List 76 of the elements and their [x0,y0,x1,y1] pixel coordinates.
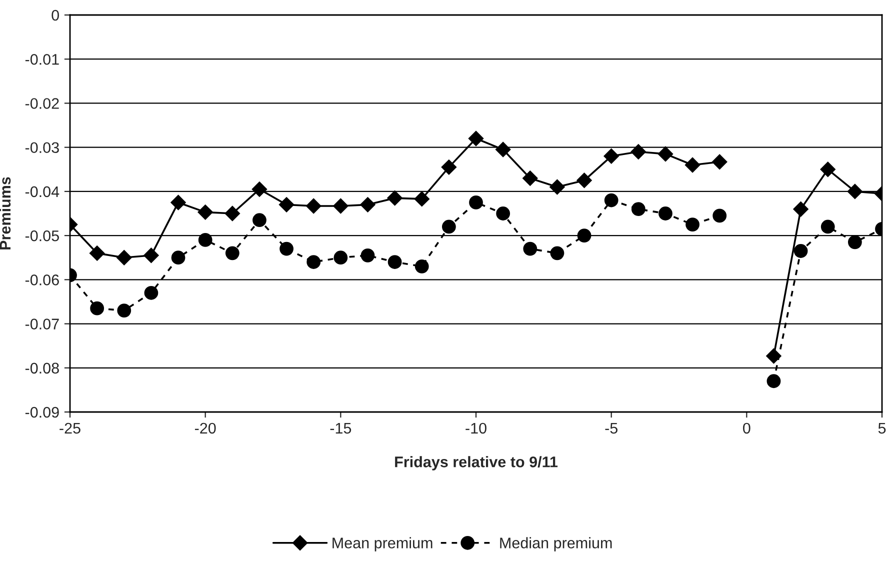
x-tick-label: -25 [60,422,80,434]
point [468,130,484,146]
point [388,255,402,269]
point [631,202,646,216]
legend-label: Median premium [500,537,612,552]
point [576,172,592,188]
point [820,220,835,234]
point [577,228,592,242]
y-tick-label: -0.09 [25,406,59,418]
point [306,255,321,269]
point [550,246,564,260]
point [89,246,105,261]
y-tick-label: -0.07 [25,318,59,330]
point [820,162,836,177]
point [334,250,348,265]
x-tick-label: -10 [466,422,486,434]
x-axis-title: Fridays relative to 9/11 [395,456,558,470]
point [604,148,619,164]
x-tick-label: 5 [878,422,886,434]
y-tick-label: -0.06 [25,274,59,286]
point [117,304,132,318]
point [360,197,376,212]
point [794,244,808,258]
point [116,250,132,266]
point [495,142,511,158]
y-tick-label: -0.08 [25,362,59,374]
x-tick-label: -15 [330,422,352,434]
point [766,348,782,364]
point [658,206,672,220]
point [252,213,266,228]
point [469,196,483,210]
point [604,193,618,208]
point [306,198,322,214]
point [658,146,674,162]
point [684,157,700,173]
point [442,220,456,234]
y-tick-label: 0 [52,10,59,21]
point [170,194,186,210]
point [630,144,646,160]
x-tick-label: -5 [605,422,618,434]
point [766,374,781,388]
point [387,190,402,206]
point [712,154,728,170]
legend-label: Mean premium [332,537,432,552]
point [414,259,429,274]
y-tick-label: -0.05 [25,230,59,242]
point [278,197,294,212]
y-tick-label: -0.03 [25,142,59,154]
point [90,301,104,316]
point [712,208,727,223]
point [198,233,212,247]
point [522,170,538,186]
point [225,246,240,260]
point [224,206,240,222]
x-tick-label: -20 [194,422,216,434]
point [252,182,268,197]
y-tick-label: -0.04 [25,186,60,198]
point [550,179,565,195]
point [848,235,862,250]
point [441,160,457,175]
point [496,206,510,220]
x-tick-label: 0 [743,422,750,434]
point [280,242,294,256]
point [414,191,430,207]
point [198,204,213,220]
point [144,286,158,300]
point [360,248,375,262]
point [144,248,159,263]
point [847,184,863,200]
point [333,198,348,214]
point [523,242,538,256]
point [793,202,808,217]
point [171,250,186,265]
point [686,218,700,232]
y-tick-label: -0.01 [25,54,59,65]
y-tick-label: -0.02 [25,98,59,109]
